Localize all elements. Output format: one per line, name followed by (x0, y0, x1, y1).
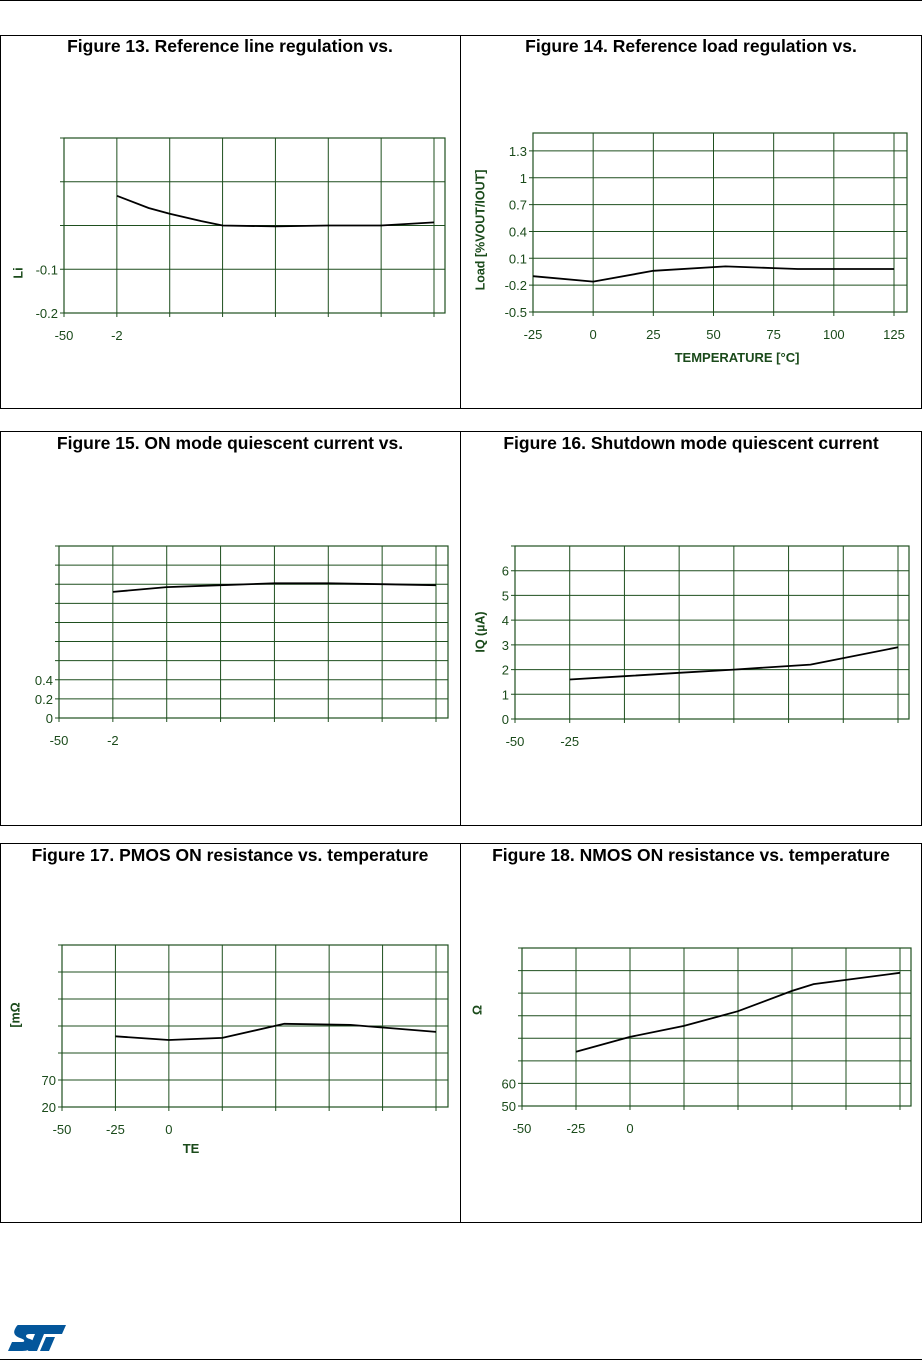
fig15-chart: -50 -2 0.4 0.2 0 (35, 545, 449, 748)
y-tick-label: 50 (502, 1099, 516, 1114)
series-line (116, 194, 435, 228)
y-tick-label: -0.5 (505, 305, 527, 320)
y-tick-label: 0.4 (509, 224, 527, 239)
y-tick-label: 2 (502, 663, 509, 678)
x-tick-label: 50 (706, 327, 720, 342)
y-tick-label: 3 (502, 638, 509, 653)
y-tick-label: 1 (502, 687, 509, 702)
x-tick-label: -2 (107, 733, 119, 748)
plot-frame (514, 545, 910, 720)
fig17-chart: -50 -25 0 70 20 [mΩ TE (8, 944, 449, 1156)
figure-13-title: Figure 13. Reference line regulation vs. (67, 36, 393, 56)
y-axis-label: [mΩ (8, 1002, 22, 1027)
x-tick-label: -50 (55, 328, 74, 343)
x-tick-label: -50 (506, 734, 525, 749)
x-tick-label: -25 (106, 1122, 125, 1137)
series-line (112, 582, 437, 593)
x-tick-label: 75 (766, 327, 780, 342)
figure-17-title: Figure 17. PMOS ON resistance vs. temper… (31, 845, 429, 865)
y-tick-label: -0.2 (36, 306, 58, 321)
y-tick-label: 0.7 (509, 198, 527, 213)
y-tick-label: 70 (42, 1073, 56, 1088)
x-tick-label: -25 (524, 327, 543, 342)
y-tick-label: 1.3 (509, 144, 527, 159)
page-bottom-rule (0, 1359, 922, 1360)
x-axis-label: TE (183, 1141, 200, 1156)
y-axis-label: Li (11, 267, 25, 278)
figure-14-title: Figure 14. Reference load regulation vs. (525, 36, 857, 56)
y-tick-label: 0.2 (35, 692, 53, 707)
figure-15-title: Figure 15. ON mode quiescent current vs. (56, 433, 404, 453)
y-tick-label: 4 (502, 613, 509, 628)
row-1-divider (460, 35, 461, 409)
y-tick-label: -0.1 (36, 262, 58, 277)
y-tick-label: 0.4 (35, 673, 53, 688)
plot-frame (58, 545, 449, 719)
x-tick-label: 0 (590, 327, 597, 342)
y-axis-label: Load [%VOUT/IOUT] (473, 170, 487, 291)
series-line (532, 265, 894, 283)
fig16-chart: -50 -25 6 5 4 3 2 1 0 IQ (µA) (473, 545, 910, 749)
y-tick-label: 5 (502, 588, 509, 603)
y-tick-label: 0 (46, 711, 53, 726)
x-tick-label: -50 (513, 1121, 532, 1136)
series-line (115, 1022, 437, 1041)
y-tick-label: -0.2 (505, 278, 527, 293)
plot-frame (521, 947, 912, 1107)
x-tick-label: 0 (165, 1122, 172, 1137)
x-tick-label: -25 (567, 1121, 586, 1136)
y-tick-label: 60 (502, 1076, 516, 1091)
y-tick-label: 1 (520, 171, 527, 186)
x-tick-label: 100 (823, 327, 845, 342)
x-axis-label: TEMPERATURE [°C] (675, 350, 800, 365)
x-tick-label: 0 (626, 1121, 633, 1136)
row-2-divider (460, 431, 461, 826)
fig14-chart: -25 0 25 50 75 100 125 1.3 1 0.7 0.4 0.1 -0.2 -0.5 Loa… (473, 132, 908, 365)
x-tick-label: -25 (560, 734, 579, 749)
st-logo (8, 1323, 66, 1358)
x-tick-label: -50 (53, 1122, 72, 1137)
x-tick-label: -50 (50, 733, 69, 748)
y-tick-label: 0 (502, 712, 509, 727)
x-tick-label: -2 (111, 328, 123, 343)
y-tick-label: 20 (42, 1100, 56, 1115)
y-axis-label: Ω (470, 1005, 484, 1015)
x-tick-label: 125 (883, 327, 905, 342)
fig13-chart: -50 -2 -0.1 -0.2 Li (11, 137, 446, 343)
row-3-divider (460, 843, 461, 1223)
series-line (575, 971, 901, 1053)
x-tick-label: 25 (646, 327, 660, 342)
y-tick-label: 0.1 (509, 251, 527, 266)
y-axis-label: IQ (µA) (473, 611, 487, 652)
figure-16-title: Figure 16. Shutdown mode quiescent curre… (503, 433, 879, 453)
y-tick-label: 6 (502, 564, 509, 579)
page-top-rule (0, 0, 922, 1)
figure-18-title: Figure 18. NMOS ON resistance vs. temper… (492, 845, 890, 865)
series-line (569, 646, 899, 681)
fig18-chart: -50 -25 0 60 50 Ω (470, 947, 912, 1136)
